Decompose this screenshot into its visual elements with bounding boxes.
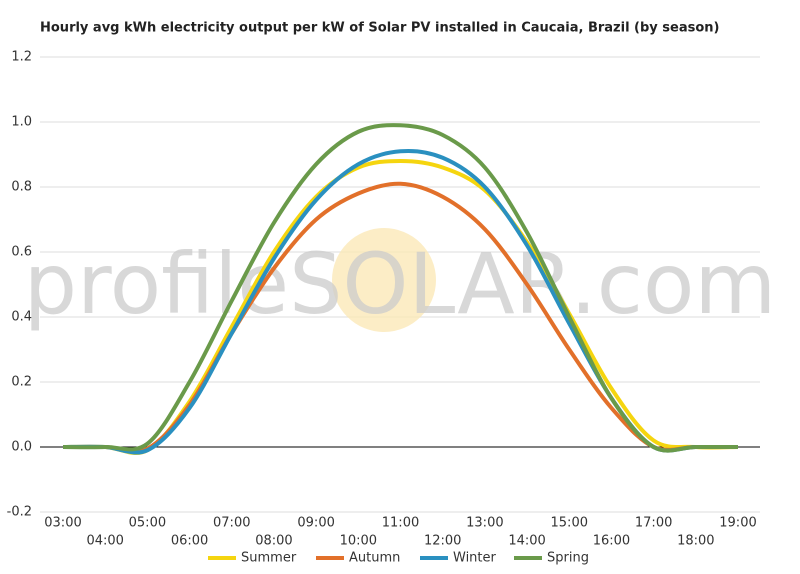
x-tick-label: 09:00	[297, 516, 334, 531]
x-tick-label: 03:00	[44, 516, 81, 531]
x-tick-label: 08:00	[255, 534, 292, 549]
x-tick-label: 05:00	[129, 516, 166, 531]
watermark-sun	[332, 228, 436, 332]
y-tick-label: 0.0	[11, 440, 32, 455]
x-tick-label: 12:00	[424, 534, 461, 549]
y-tick-label: 0.2	[11, 375, 32, 390]
watermark: profileSOLAR.com	[24, 235, 776, 333]
y-tick-label: 0.6	[11, 245, 32, 260]
x-tick-label: 10:00	[340, 534, 377, 549]
y-tick-label: 0.8	[11, 180, 32, 195]
x-tick-label: 15:00	[551, 516, 588, 531]
x-tick-label: 17:00	[635, 516, 672, 531]
x-tick-label: 11:00	[382, 516, 419, 531]
x-tick-label: 07:00	[213, 516, 250, 531]
legend-label: Autumn	[349, 551, 400, 566]
chart-title: Hourly avg kWh electricity output per kW…	[40, 21, 720, 36]
y-tick-label: 1.0	[11, 115, 32, 130]
legend-label: Spring	[547, 551, 589, 566]
y-tick-label: 1.2	[11, 50, 32, 65]
x-tick-label: 18:00	[677, 534, 714, 549]
x-tick-label: 16:00	[593, 534, 630, 549]
legend-label: Summer	[241, 551, 297, 566]
x-tick-label: 06:00	[171, 534, 208, 549]
y-tick-label: 0.4	[11, 310, 32, 325]
series-line	[62, 123, 738, 453]
legend-label: Winter	[453, 551, 497, 566]
x-tick-label: 14:00	[508, 534, 545, 549]
x-tick-label: 19:00	[719, 516, 756, 531]
y-tick-label: -0.2	[7, 505, 32, 520]
x-tick-label: 04:00	[86, 534, 123, 549]
x-tick-label: 13:00	[466, 516, 503, 531]
